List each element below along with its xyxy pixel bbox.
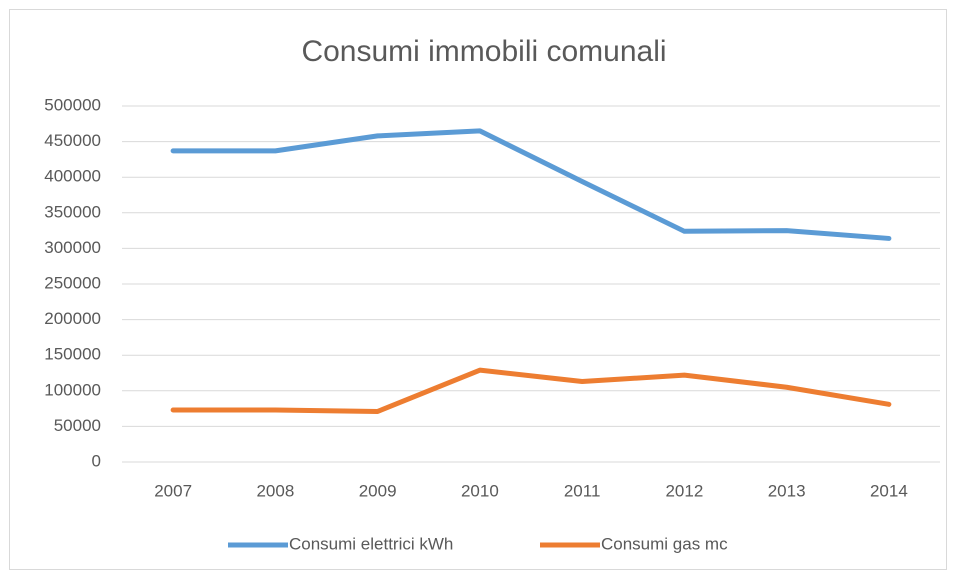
series-line	[170, 128, 892, 241]
y-tick-label: 350000	[44, 202, 101, 221]
y-tick-label: 300000	[44, 238, 101, 257]
x-tick-label: 2007	[154, 481, 192, 500]
x-tick-label: 2008	[256, 481, 294, 500]
y-tick-label: 400000	[44, 167, 101, 186]
y-tick-label: 250000	[44, 273, 101, 292]
y-tick-label: 50000	[54, 416, 101, 435]
chart-frame	[9, 9, 947, 570]
legend-label: Consumi gas mc	[601, 534, 728, 553]
x-tick-label: 2009	[359, 481, 397, 500]
y-tick-label: 150000	[44, 345, 101, 364]
x-tick-label: 2014	[870, 481, 908, 500]
y-tick-label: 450000	[44, 131, 101, 150]
legend-label: Consumi elettrici kWh	[289, 534, 453, 553]
x-tick-label: 2010	[461, 481, 499, 500]
y-tick-label: 200000	[44, 309, 101, 328]
x-tick-label: 2011	[564, 481, 601, 500]
x-tick-label: 2013	[768, 481, 806, 500]
series-line	[170, 367, 892, 414]
x-tick-label: 2012	[665, 481, 703, 500]
y-tick-label: 500000	[44, 95, 101, 114]
y-tick-label: 0	[92, 451, 101, 470]
y-tick-label: 100000	[44, 380, 101, 399]
chart-title: Consumi immobili comunali	[301, 35, 666, 68]
